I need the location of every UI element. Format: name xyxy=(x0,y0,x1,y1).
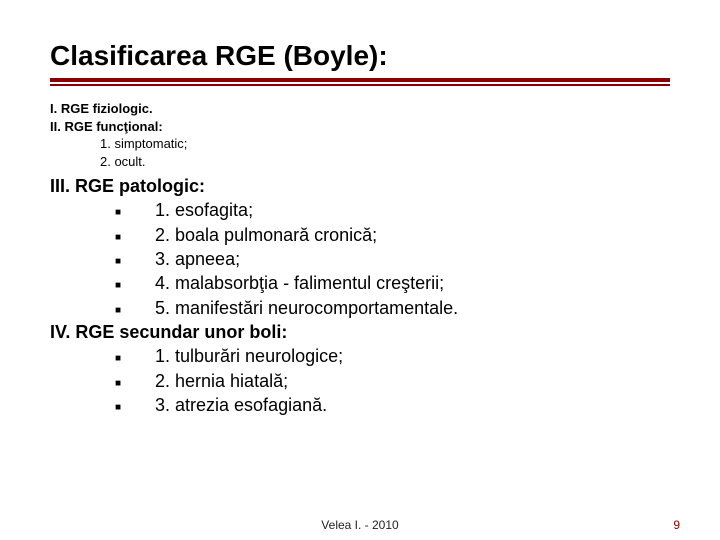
section3-heading: III. RGE patologic: xyxy=(50,174,670,198)
section3-item: 1. esofagita; xyxy=(155,198,253,222)
section3-item: 4. malabsorbţia - falimentul creşterii; xyxy=(155,271,444,295)
bullet-icon: ■ xyxy=(105,231,155,245)
section-1-2-block: I. RGE fiziologic. II. RGE funcţional: 1… xyxy=(50,100,670,170)
bullet-icon: ■ xyxy=(105,255,155,269)
list-item: ■ 5. manifestări neurocomportamentale. xyxy=(50,296,670,320)
list-item: ■ 2. boala pulmonară cronică; xyxy=(50,223,670,247)
bullet-icon: ■ xyxy=(105,352,155,366)
list-item: ■ 3. atrezia esofagiană. xyxy=(50,393,670,417)
section-3-4-block: III. RGE patologic: ■ 1. esofagita; ■ 2.… xyxy=(50,174,670,417)
bullet-icon: ■ xyxy=(105,304,155,318)
section2-heading: II. RGE funcţional: xyxy=(50,118,670,136)
bullet-icon: ■ xyxy=(105,206,155,220)
section4-heading: IV. RGE secundar unor boli: xyxy=(50,320,670,344)
section3-item: 3. apneea; xyxy=(155,247,240,271)
slide: Clasificarea RGE (Boyle): I. RGE fiziolo… xyxy=(0,0,720,540)
list-item: ■ 3. apneea; xyxy=(50,247,670,271)
section3-item: 5. manifestări neurocomportamentale. xyxy=(155,296,458,320)
section2-item: 2. ocult. xyxy=(100,153,670,171)
list-item: ■ 4. malabsorbţia - falimentul creşterii… xyxy=(50,271,670,295)
section1-heading: I. RGE fiziologic. xyxy=(50,100,670,118)
section4-item: 2. hernia hiatală; xyxy=(155,369,288,393)
section4-item: 1. tulburări neurologice; xyxy=(155,344,343,368)
list-item: ■ 1. tulburări neurologice; xyxy=(50,344,670,368)
section3-item: 2. boala pulmonară cronică; xyxy=(155,223,377,247)
page-number: 9 xyxy=(673,518,680,532)
list-item: ■ 2. hernia hiatală; xyxy=(50,369,670,393)
section4-item: 3. atrezia esofagiană. xyxy=(155,393,327,417)
list-item: ■ 1. esofagita; xyxy=(50,198,670,222)
title-rule xyxy=(50,78,670,86)
section2-item: 1. simptomatic; xyxy=(100,135,670,153)
slide-title: Clasificarea RGE (Boyle): xyxy=(50,40,670,72)
bullet-icon: ■ xyxy=(105,279,155,293)
footer-center-text: Velea I. - 2010 xyxy=(0,518,720,532)
bullet-icon: ■ xyxy=(105,401,155,415)
bullet-icon: ■ xyxy=(105,377,155,391)
